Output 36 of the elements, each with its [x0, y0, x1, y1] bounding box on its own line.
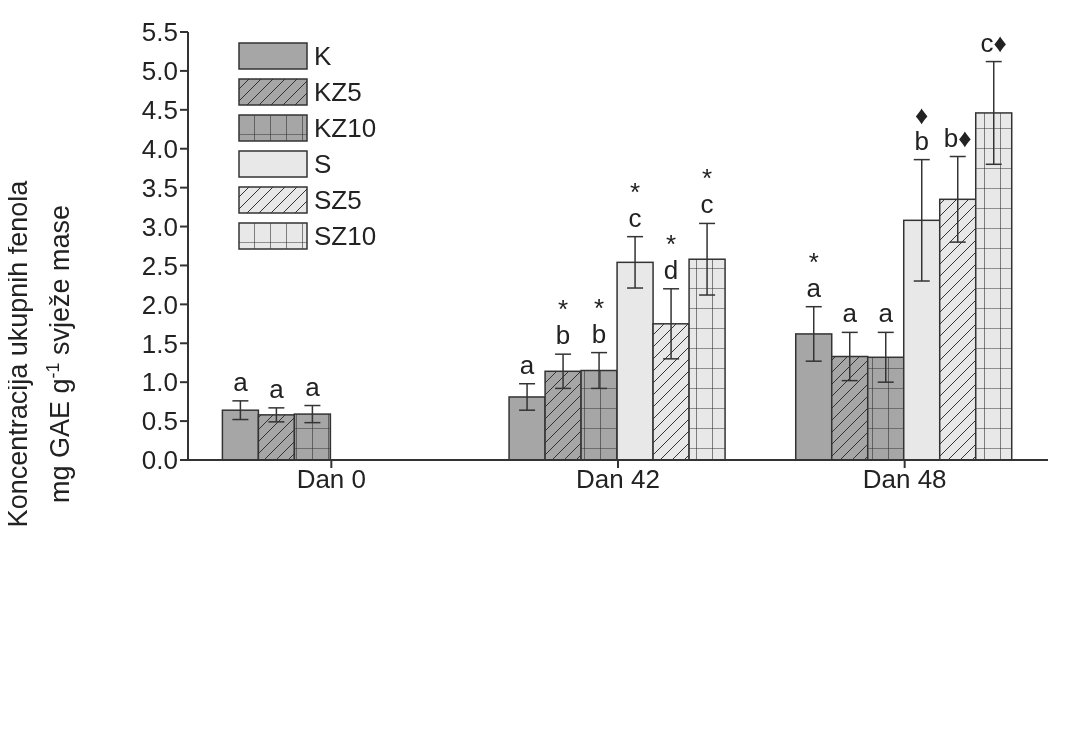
data-label: * b — [591, 292, 607, 349]
data-label: ♦ b — [914, 99, 929, 156]
data-label: a — [269, 373, 285, 404]
legend-label: S — [314, 148, 332, 180]
x-tick-label: Dan 0 — [296, 464, 367, 495]
y-tick-label: 0.5 — [141, 406, 178, 437]
y-tick-label: 1.0 — [141, 367, 178, 398]
data-label: a — [305, 371, 321, 402]
y-tick-label: 2.5 — [141, 250, 178, 281]
legend-label: KZ10 — [314, 112, 377, 144]
data-label: a — [519, 349, 535, 380]
y-tick-label: 4.5 — [141, 95, 178, 126]
y-tick-label: 5.0 — [141, 56, 178, 87]
data-label: a — [842, 298, 858, 329]
data-label: a — [878, 298, 894, 329]
legend-label: SZ10 — [314, 220, 377, 252]
x-tick-label: Dan 48 — [862, 464, 947, 495]
legend-label: K — [314, 40, 332, 72]
y-tick-label: 0.0 — [141, 445, 178, 476]
legend-label: KZ5 — [314, 76, 362, 108]
data-label: * a — [806, 246, 822, 303]
y-tick-label: 1.5 — [141, 328, 178, 359]
data-label: * d — [663, 228, 679, 285]
y-tick-label: 2.0 — [141, 289, 178, 320]
y-tick-label: 5.5 — [141, 17, 178, 48]
data-label: c♦ — [980, 27, 1007, 58]
data-label: * c — [628, 176, 642, 233]
y-tick-label: 3.5 — [141, 172, 178, 203]
y-tick-label: 4.0 — [141, 133, 178, 164]
x-tick-label: Dan 42 — [576, 464, 660, 495]
data-label: b♦ — [943, 122, 972, 153]
y-tick-label: 3.0 — [141, 211, 178, 242]
data-label: * b — [555, 294, 571, 351]
data-label: * c — [700, 163, 714, 220]
data-label: a — [233, 366, 249, 397]
legend-label: SZ5 — [314, 184, 362, 216]
